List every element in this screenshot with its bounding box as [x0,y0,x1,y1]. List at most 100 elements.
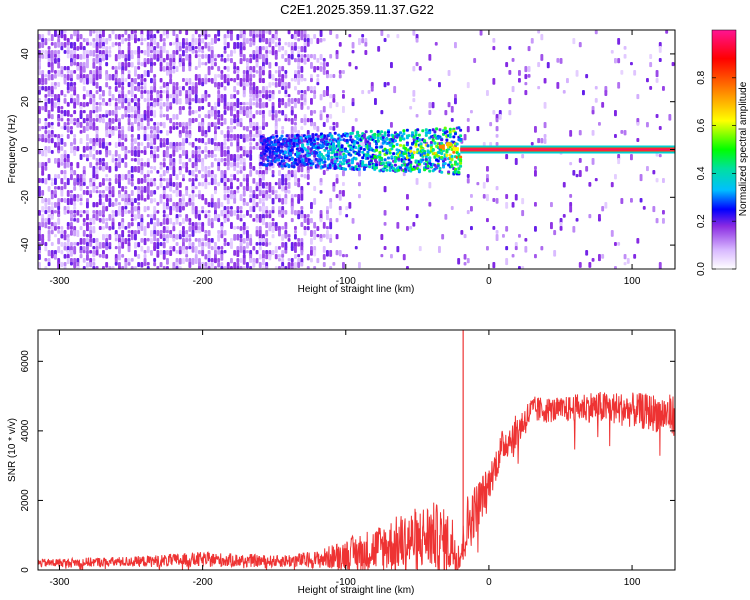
spectrogram-cell [214,210,217,216]
spectrogram-cell [236,178,240,182]
spectrogram-cell [140,178,144,184]
spectrogram-cell [361,156,365,160]
spectrogram-cell [182,86,185,91]
spectrogram-cell [127,42,131,47]
spectrogram-cell [204,146,208,153]
spectrogram-cell [223,190,227,194]
spectrogram-cell [274,78,278,82]
spectrogram-cell [156,102,160,107]
spectrogram-cell [198,54,201,58]
spectrogram-cell [185,190,189,196]
spectrogram-cell [41,38,45,43]
spectrogram-cell [172,42,176,46]
spectrogram-cell [588,182,592,187]
spectrogram-cell [89,182,93,187]
spectrogram-cell [66,90,70,94]
spectrogram-cell [41,206,45,213]
spectrogram-cell [153,74,157,78]
spectrogram-cell [278,198,281,203]
spectrogram-cell [275,154,279,158]
spectrogram-cell [639,198,643,203]
spectrogram-cell [290,118,294,125]
spectrogram-cell [201,54,205,59]
spectrogram-cell [415,214,419,219]
spectrogram-cell [646,122,649,128]
spectrogram-cell [38,134,41,138]
spectrogram-cell [335,250,339,256]
spectrogram-cell [194,194,198,198]
spectrogram-cell [146,98,150,102]
spectrogram-cell [207,102,211,107]
spectrogram-cell [309,159,313,163]
spectrogram-cell [278,137,282,141]
spectrogram-cell [292,142,296,146]
spectrogram-cell [82,154,86,158]
spectrogram-cell [550,222,553,230]
spectrogram-cell [281,266,285,269]
spectrogram-cell [153,214,157,221]
spectrogram-cell [332,262,336,266]
spectrogram-cell [54,190,57,195]
spectrogram-cell [130,126,134,132]
spectrogram-cell [102,42,105,47]
spectrogram-cell [265,102,269,108]
spectrogram-cell [178,90,182,97]
spectrogram-cell [236,226,240,230]
spectrogram-cell [290,258,294,263]
spectrogram-cell [50,254,54,259]
spectrogram-cell [562,90,566,94]
spectrogram-cell [313,34,317,39]
spectrogram-cell [442,165,445,169]
spectrogram-cell [338,42,342,47]
spectrogram-cell [388,151,392,155]
spectrogram-cell [201,130,205,137]
spectrogram-cell [146,90,150,95]
spectrogram-cell [182,178,185,182]
spectrogram-cell [204,34,208,40]
spectrogram-cell [470,226,473,231]
spectrogram-cell [150,250,153,256]
spectrogram-cell [329,202,333,209]
spectrogram-cell [207,78,211,83]
spectrogram-cell [198,226,201,231]
spectrogram-cell [559,226,563,231]
spectrogram-cell [73,46,77,51]
spectrogram-cell [226,126,230,130]
spectrogram-cell [204,234,208,241]
spectrogram-cell [294,262,297,269]
spectrogram-cell [350,131,354,135]
spectrogram-cell [137,126,141,131]
spectrogram-cell [111,222,115,227]
spectrogram-cell [242,86,246,91]
spectrogram-cell [322,66,326,71]
spectrogram-cell [617,82,621,89]
spectrogram-cell [495,118,499,123]
spectrogram-cell [265,94,269,100]
spectrogram-cell [308,134,311,138]
spectrogram-cell [127,70,131,74]
spectrogram-cell [159,138,163,143]
spectrogram-cell [223,86,227,91]
spectrogram-cell [455,162,459,166]
spectrogram-cell [300,106,304,110]
spectrogram-cell [217,218,221,223]
spectrogram-cell [207,42,211,47]
spectrogram-cell [271,174,275,178]
spectrogram-cell [454,132,457,136]
spectrogram-cell [297,262,301,268]
spectrogram-cell [330,158,334,162]
spectrogram-cell [380,158,384,162]
spectrogram-cell [182,226,185,231]
spectrogram-cell [428,129,432,132]
spectrogram-cell [41,190,45,196]
spectrogram-cell [156,58,160,62]
spectrogram-cell [79,54,83,60]
spectrogram-cell [223,66,227,70]
spectrogram-cell [345,254,349,258]
spectrogram-cell [375,166,378,170]
spectrogram-cell [150,86,153,92]
spectrogram-cell [66,74,70,81]
spectrogram-cell [150,94,153,101]
spectrogram-cell [287,98,291,104]
spectrogram-cell [191,190,195,194]
